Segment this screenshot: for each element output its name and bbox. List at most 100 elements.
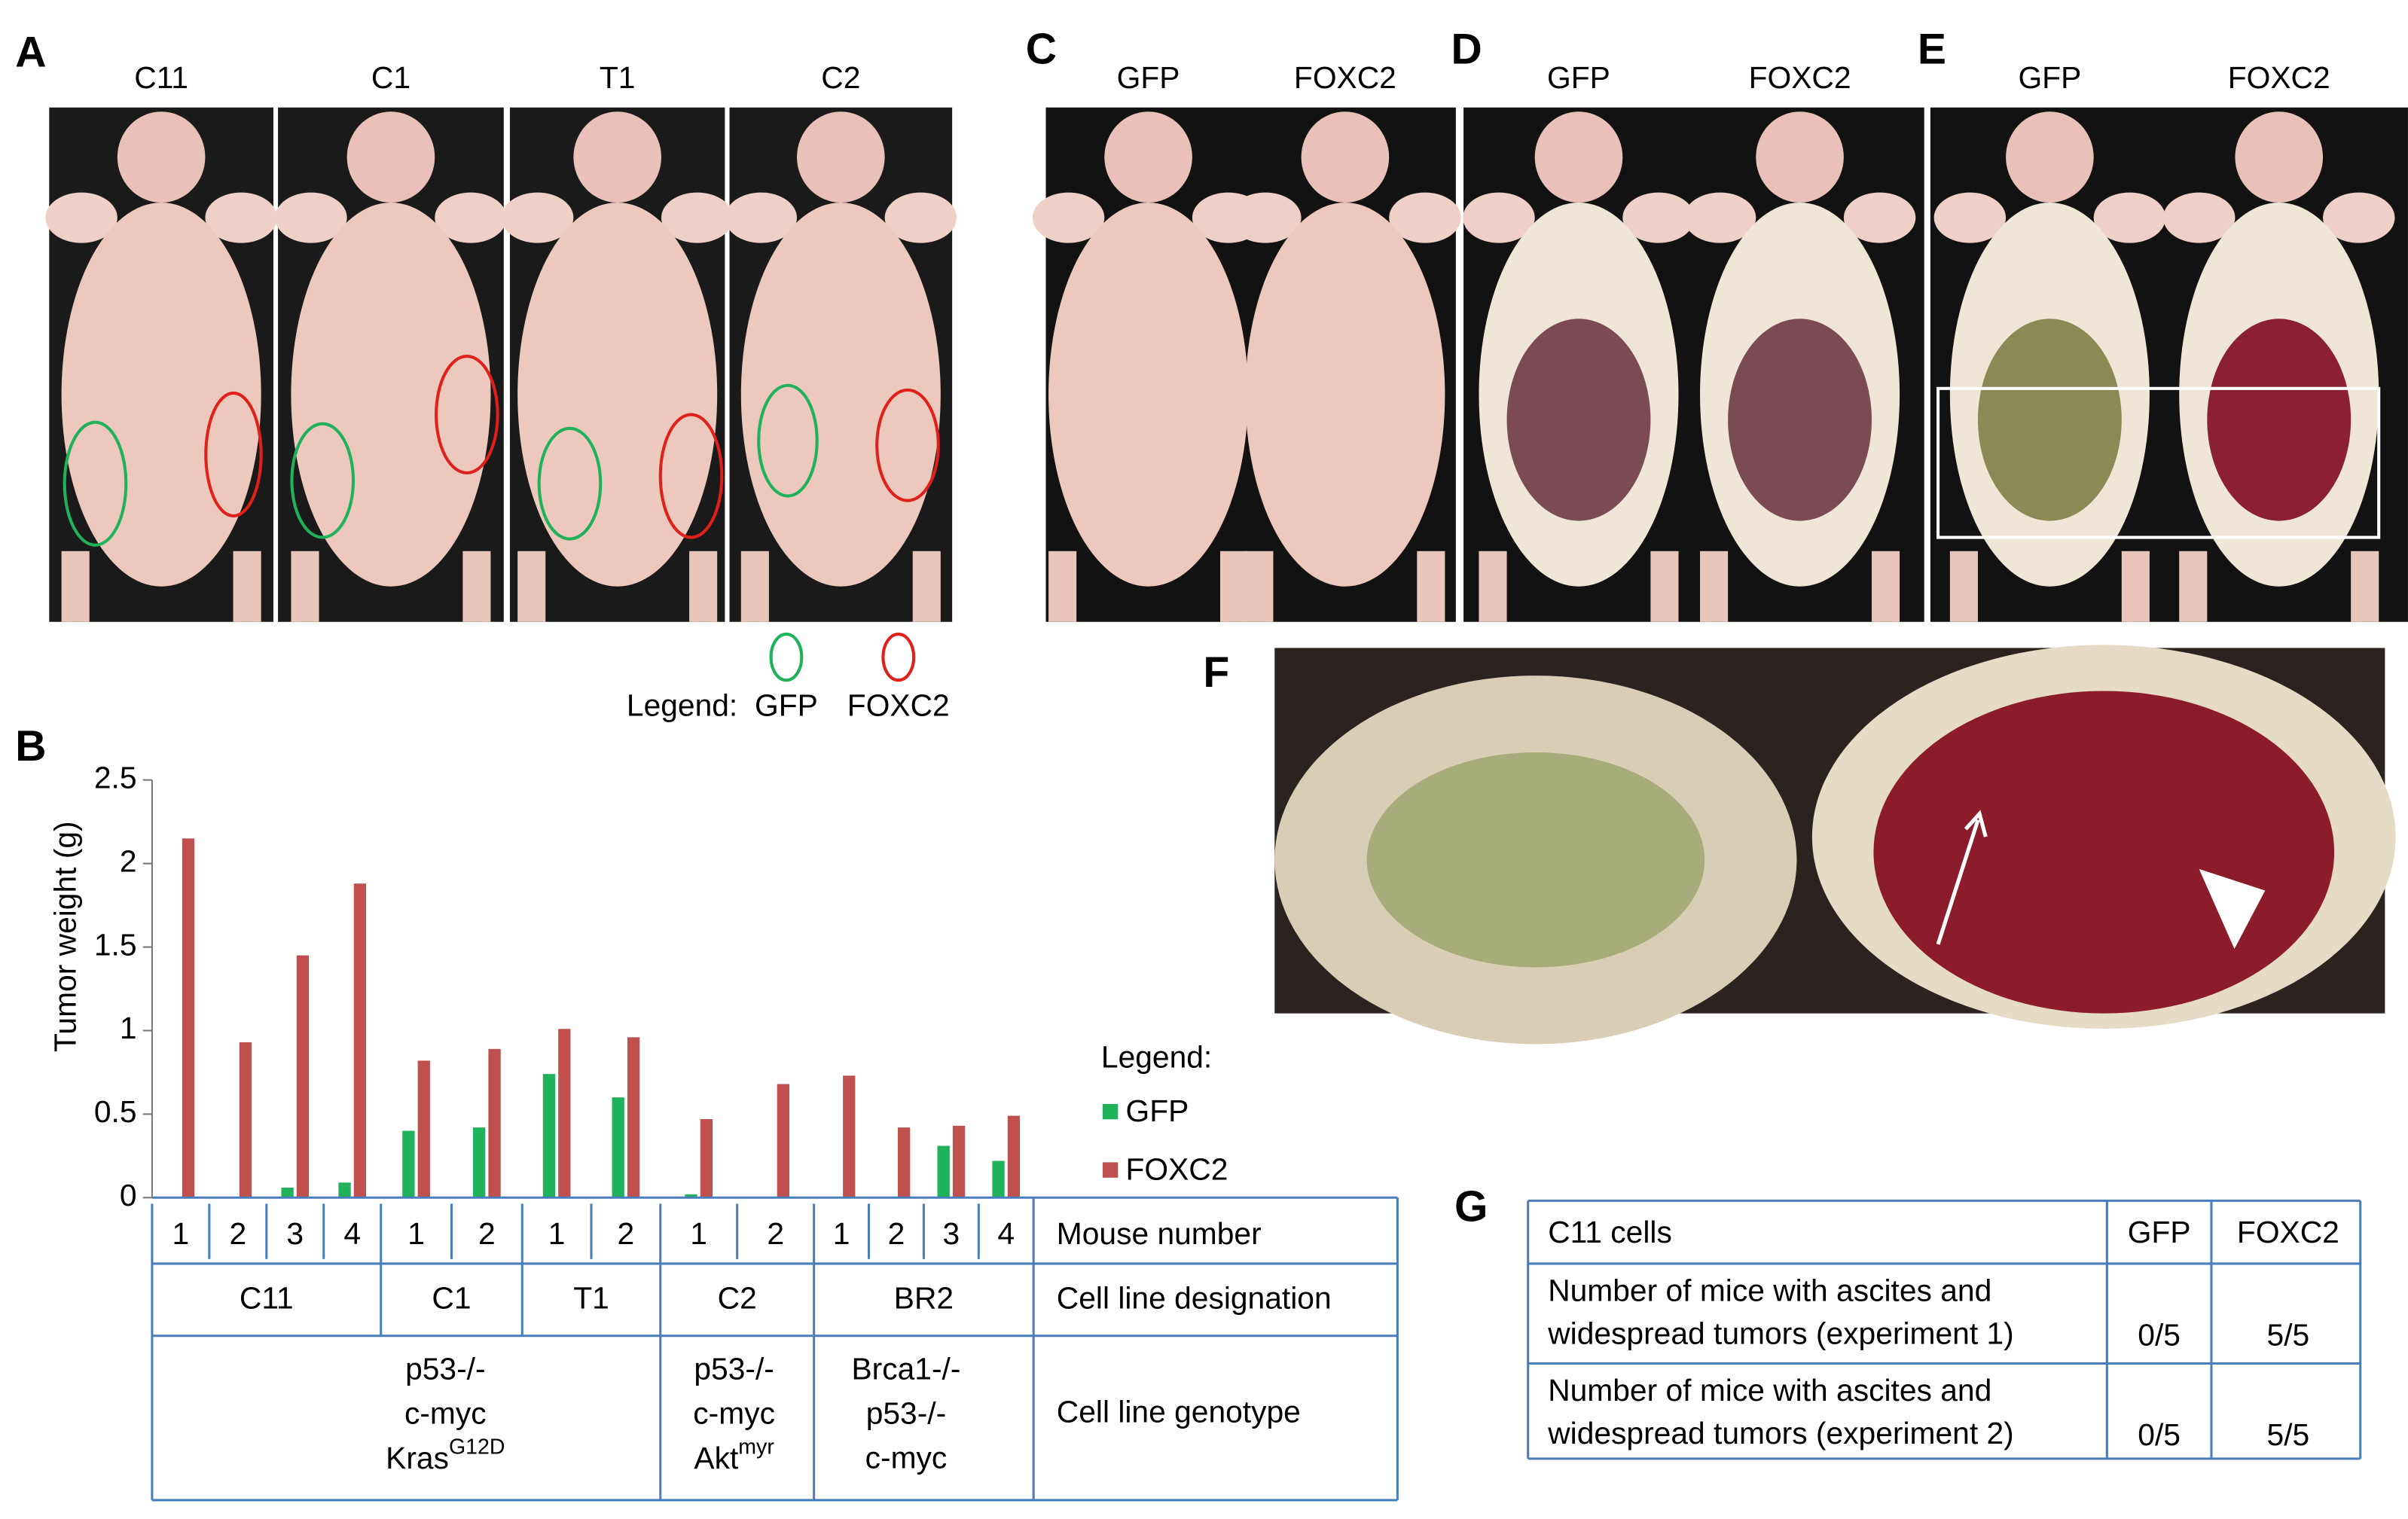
mouse-ear — [435, 192, 507, 243]
mouse-ear — [1389, 192, 1461, 243]
genotype-line: c-myc — [865, 1441, 948, 1475]
x-tick-label: 1 — [172, 1216, 190, 1251]
mouse-ear — [1463, 192, 1535, 243]
row-label: Mouse number — [1057, 1216, 1262, 1251]
mouse-ear — [884, 192, 957, 243]
mouse-leg — [2351, 551, 2379, 622]
intestine — [1366, 752, 1705, 968]
mouse-leg — [1949, 551, 1978, 622]
tumor-circle — [875, 388, 940, 502]
table-cell: widespread tumors (experiment 2) — [1547, 1416, 2014, 1450]
legend-title: Legend: — [1101, 1040, 1212, 1075]
x-tick-label: 2 — [478, 1216, 496, 1251]
y-tick-label: 2.5 — [94, 760, 137, 795]
mouse-leg — [1417, 551, 1445, 622]
mouse-leg — [1220, 551, 1249, 622]
mouse-ear — [501, 192, 574, 243]
genotype-line: c-myc — [693, 1396, 775, 1431]
mouse-leg — [1871, 551, 1900, 622]
group-label: C11 — [240, 1281, 294, 1316]
legend-label: GFP — [755, 688, 818, 723]
panel-label: C — [1026, 25, 1057, 73]
abdomen — [1728, 319, 1872, 521]
x-tick-label: 1 — [690, 1216, 707, 1251]
column-label: GFP — [1117, 60, 1180, 95]
mouse-head — [2006, 111, 2094, 203]
mouse-ear — [45, 192, 118, 243]
mouse-body — [1245, 202, 1445, 587]
x-tick-label: 3 — [943, 1216, 960, 1251]
x-tick-label: 2 — [767, 1216, 784, 1251]
mouse-leg — [291, 551, 319, 622]
y-tick-label: 0.5 — [94, 1094, 137, 1129]
mouse-leg — [61, 551, 90, 622]
superscript: myr — [738, 1435, 774, 1459]
mouse-body — [1048, 202, 1249, 587]
legend-swatch — [1102, 1103, 1119, 1120]
group-label: BR2 — [894, 1281, 954, 1316]
bar — [473, 1127, 486, 1198]
mouse-leg — [2179, 551, 2208, 622]
panel-label: F — [1203, 648, 1229, 697]
superscript: G12D — [449, 1435, 505, 1459]
table-cell: 5/5 — [2267, 1417, 2310, 1452]
panel-label: B — [15, 722, 46, 770]
bar — [700, 1119, 713, 1198]
group-label: C2 — [718, 1281, 757, 1316]
genotype-line: Brca1-/- — [851, 1351, 960, 1386]
mouse-head — [573, 111, 661, 203]
mouse-leg — [740, 551, 769, 622]
genotype-line: c-myc — [404, 1396, 487, 1431]
x-tick-label: 4 — [997, 1216, 1015, 1251]
table-header: C11 cells — [1548, 1215, 1672, 1249]
table-header: GFP — [2128, 1215, 2191, 1249]
y-axis-label: Tumor weight (g) — [48, 821, 83, 1052]
bar — [992, 1161, 1005, 1198]
bar — [843, 1075, 856, 1198]
genotype-line: p53-/- — [405, 1351, 485, 1386]
mouse-leg — [1048, 551, 1077, 622]
mouse-ear — [1683, 192, 1756, 243]
column-label: C11 — [134, 60, 188, 95]
bar — [417, 1060, 430, 1198]
legend-label: FOXC2 — [847, 688, 950, 723]
table-cell: Number of mice with ascites and — [1548, 1373, 1991, 1408]
abdomen — [2207, 319, 2352, 521]
x-tick-label: 2 — [618, 1216, 635, 1251]
column-label: FOXC2 — [2228, 60, 2330, 95]
panel-label: E — [1918, 25, 1946, 73]
mouse-leg — [689, 551, 718, 622]
mouse-head — [346, 111, 435, 203]
bar — [542, 1074, 556, 1198]
mouse-head — [1104, 111, 1192, 203]
legend-title: Legend: — [627, 688, 737, 723]
tumor-circle — [63, 420, 128, 547]
table-cell: Number of mice with ascites and — [1548, 1273, 1991, 1307]
bar — [777, 1084, 790, 1198]
bar — [1007, 1115, 1021, 1198]
bar — [182, 838, 195, 1198]
y-tick-label: 1.5 — [94, 927, 137, 962]
x-tick-label: 1 — [833, 1216, 850, 1251]
bar — [239, 1042, 252, 1198]
abdomen — [1977, 319, 2122, 521]
tumor-circle — [658, 413, 724, 539]
genotype-line: KrasG12D — [386, 1435, 505, 1475]
x-tick-label: 2 — [888, 1216, 905, 1251]
mouse-leg — [1245, 551, 1274, 622]
tumor-circle — [435, 354, 499, 474]
mouse-head — [117, 111, 206, 203]
legend-symbol — [769, 632, 804, 682]
mouse-leg — [1650, 551, 1679, 622]
tumor-circle — [290, 422, 356, 539]
tumors — [1873, 691, 2335, 1014]
genotype-line: p53-/- — [866, 1396, 947, 1431]
column-label: C2 — [821, 60, 860, 95]
table-cell: 0/5 — [2138, 1318, 2181, 1353]
mouse-head — [797, 111, 885, 203]
mouse-ear — [1843, 192, 1916, 243]
column-label: FOXC2 — [1294, 60, 1396, 95]
bar — [937, 1145, 950, 1198]
